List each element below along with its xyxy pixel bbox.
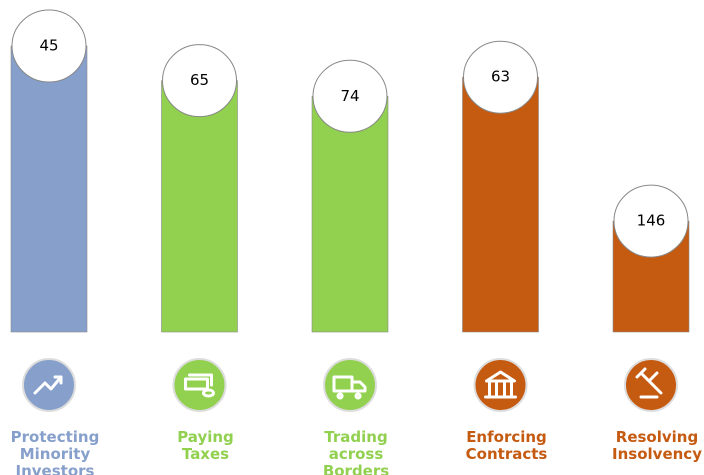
label-line: Borders: [323, 462, 389, 475]
label-line: Contracts: [466, 445, 548, 463]
value-label: 146: [637, 212, 666, 230]
value-label: 74: [340, 87, 359, 105]
category-icon: [473, 358, 528, 412]
label-line: Trading: [324, 428, 387, 446]
value-label: 63: [491, 68, 510, 86]
value-bubble: [312, 59, 388, 133]
label-line: Insolvency: [612, 445, 702, 463]
value-bubble: [11, 9, 87, 83]
bar: [462, 76, 539, 333]
category-label: Trading across Borders: [323, 428, 389, 475]
category-label: Resolving Insolvency: [612, 428, 702, 463]
label-line: Protecting: [11, 428, 100, 446]
label-line: Minority: [20, 445, 91, 463]
bar: [10, 45, 88, 333]
value-label: 65: [190, 71, 209, 89]
label-line: Paying: [177, 428, 234, 446]
category-label: Protecting Minority Investors: [11, 428, 100, 475]
bar: [161, 80, 238, 333]
icon-glyph: [33, 375, 63, 395]
icon-glyph: [184, 373, 215, 398]
value-bubble: [162, 44, 237, 118]
icon-glyph: [332, 375, 367, 400]
value-bubble: [463, 40, 538, 114]
label-line: across: [329, 445, 384, 463]
label-line: Investors: [16, 462, 95, 475]
label-line: Resolving: [616, 428, 698, 446]
icon-glyph: [484, 370, 517, 399]
category-icon: [172, 358, 227, 412]
category-icon: [323, 358, 377, 412]
label-line: Enforcing: [466, 428, 547, 446]
icon-glyph: [635, 367, 663, 399]
category-label: Paying Taxes: [177, 428, 234, 463]
bar: [311, 95, 389, 333]
label-line: Taxes: [182, 445, 229, 463]
value-bubble: [613, 184, 689, 258]
category-label: Enforcing Contracts: [466, 428, 548, 463]
value-label: 45: [39, 37, 58, 55]
